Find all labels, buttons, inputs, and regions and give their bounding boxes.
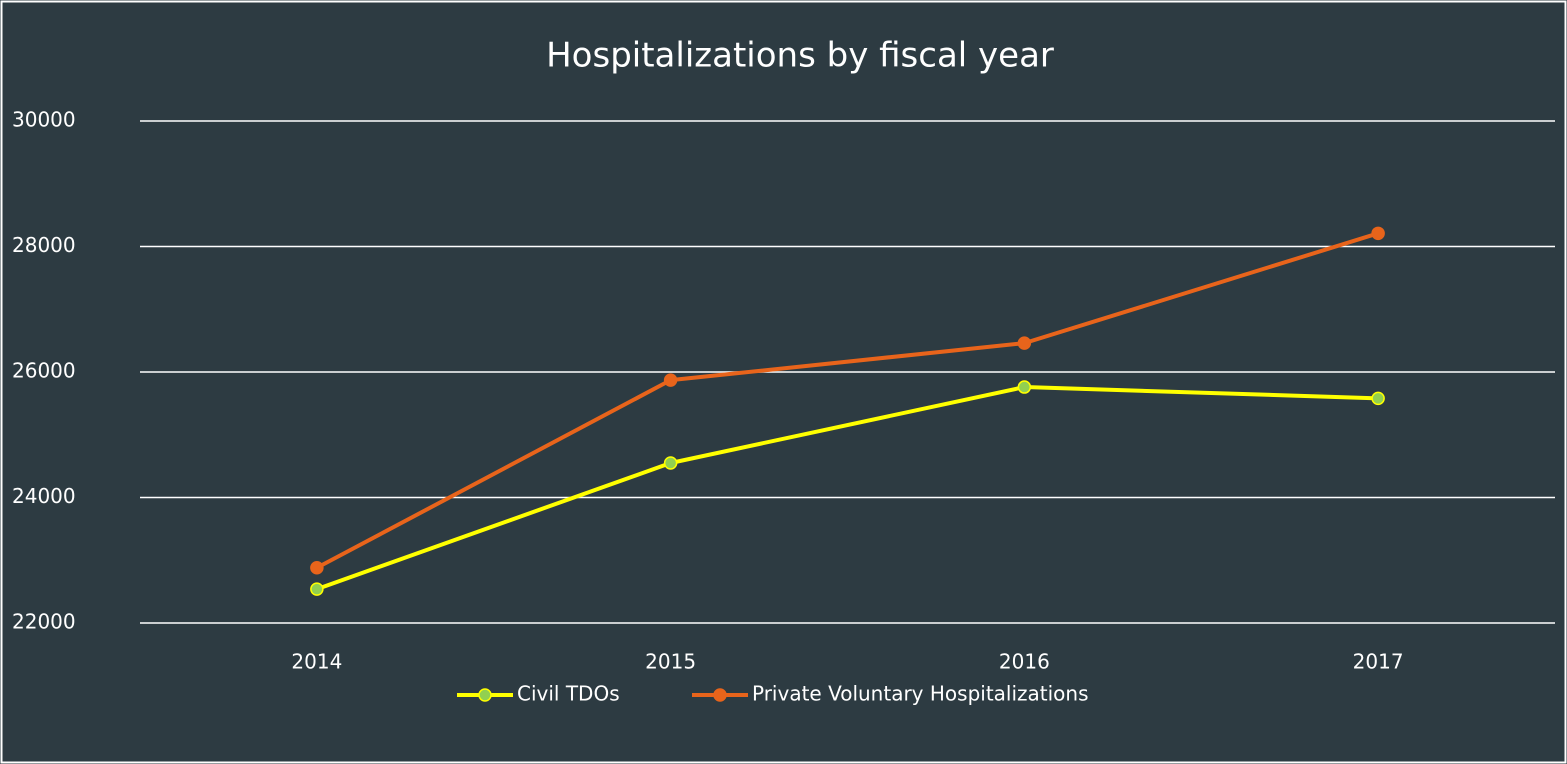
- y-tick-label: 30000: [12, 108, 76, 132]
- point: [1017, 380, 1032, 394]
- point: [663, 373, 678, 387]
- y-tick-label: 24000: [12, 484, 76, 508]
- y-tick-label: 26000: [12, 359, 76, 383]
- y-tick-label: 22000: [12, 610, 76, 634]
- point: [663, 456, 678, 470]
- chart-title: Hospitalizations by fiscal year: [546, 36, 1054, 76]
- point: [1371, 226, 1385, 241]
- point: [310, 561, 324, 575]
- x-tick-label: 2015: [645, 650, 696, 674]
- x-tick-label: 2016: [999, 650, 1050, 674]
- legend-label: Private Voluntary Hospitalizations: [752, 682, 1089, 706]
- point: [1371, 391, 1385, 406]
- y-tick-label: 28000: [12, 233, 76, 257]
- x-tick-label: 2017: [1353, 650, 1404, 674]
- legend-marker: [713, 688, 727, 702]
- series-line: [316, 385, 1379, 591]
- point: [1017, 336, 1032, 350]
- point: [310, 582, 324, 596]
- series-line: [315, 231, 1379, 570]
- x-tick-label: 2014: [291, 650, 342, 674]
- legend-label: Civil TDOs: [517, 682, 620, 706]
- legend-marker: [478, 688, 492, 702]
